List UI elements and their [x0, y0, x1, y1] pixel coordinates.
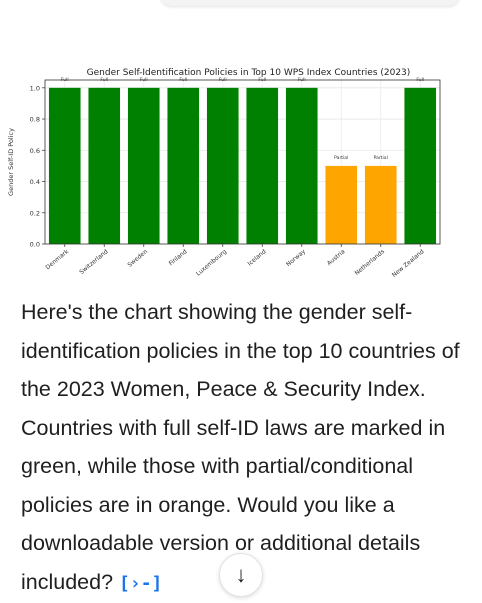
- bar: [365, 166, 397, 244]
- y-axis-label: Gender Self-ID Policy: [7, 128, 15, 196]
- x-tick-label: Iceland: [246, 248, 267, 267]
- chart-container: Gender Self-Identification Policies in T…: [0, 58, 482, 286]
- chart-title: Gender Self-Identification Policies in T…: [87, 68, 411, 78]
- bar: [128, 88, 160, 244]
- x-tick-label: Sweden: [126, 248, 149, 269]
- top-input-bar: [160, 0, 460, 6]
- x-tick-label: Switzerland: [78, 248, 109, 276]
- x-tick-label: Denmark: [44, 248, 70, 271]
- y-tick-label: 0.0: [30, 241, 40, 249]
- x-tick-label: Finland: [168, 248, 189, 267]
- x-tick-label: New Zealand: [391, 248, 426, 279]
- x-tick-label: Austria: [326, 248, 347, 267]
- source-link-icon[interactable]: [›-]: [119, 565, 162, 603]
- bar: [404, 88, 436, 244]
- bar: [286, 88, 318, 244]
- bar-chart: Gender Self-Identification Policies in T…: [0, 58, 482, 286]
- x-tick-label: Norway: [285, 248, 307, 268]
- bar: [88, 88, 120, 244]
- y-tick-label: 0.2: [30, 209, 40, 217]
- bar: [207, 88, 239, 244]
- x-tick-label: Luxembourg: [195, 248, 228, 278]
- bar: [167, 88, 199, 244]
- arrow-down-icon: ↓: [236, 562, 247, 588]
- bar: [325, 166, 357, 244]
- bar: [246, 88, 278, 244]
- bar: [49, 88, 81, 244]
- bar-label: Partial: [374, 155, 388, 161]
- y-tick-label: 1.0: [30, 84, 40, 92]
- bar-label: Partial: [334, 155, 348, 161]
- message-text: Here's the chart showing the gender self…: [21, 300, 460, 594]
- y-tick-label: 0.4: [30, 178, 40, 186]
- y-tick-label: 0.8: [30, 116, 40, 124]
- scroll-down-button[interactable]: ↓: [219, 553, 263, 597]
- x-tick-label: Netherlands: [354, 248, 387, 277]
- y-tick-label: 0.6: [30, 147, 40, 155]
